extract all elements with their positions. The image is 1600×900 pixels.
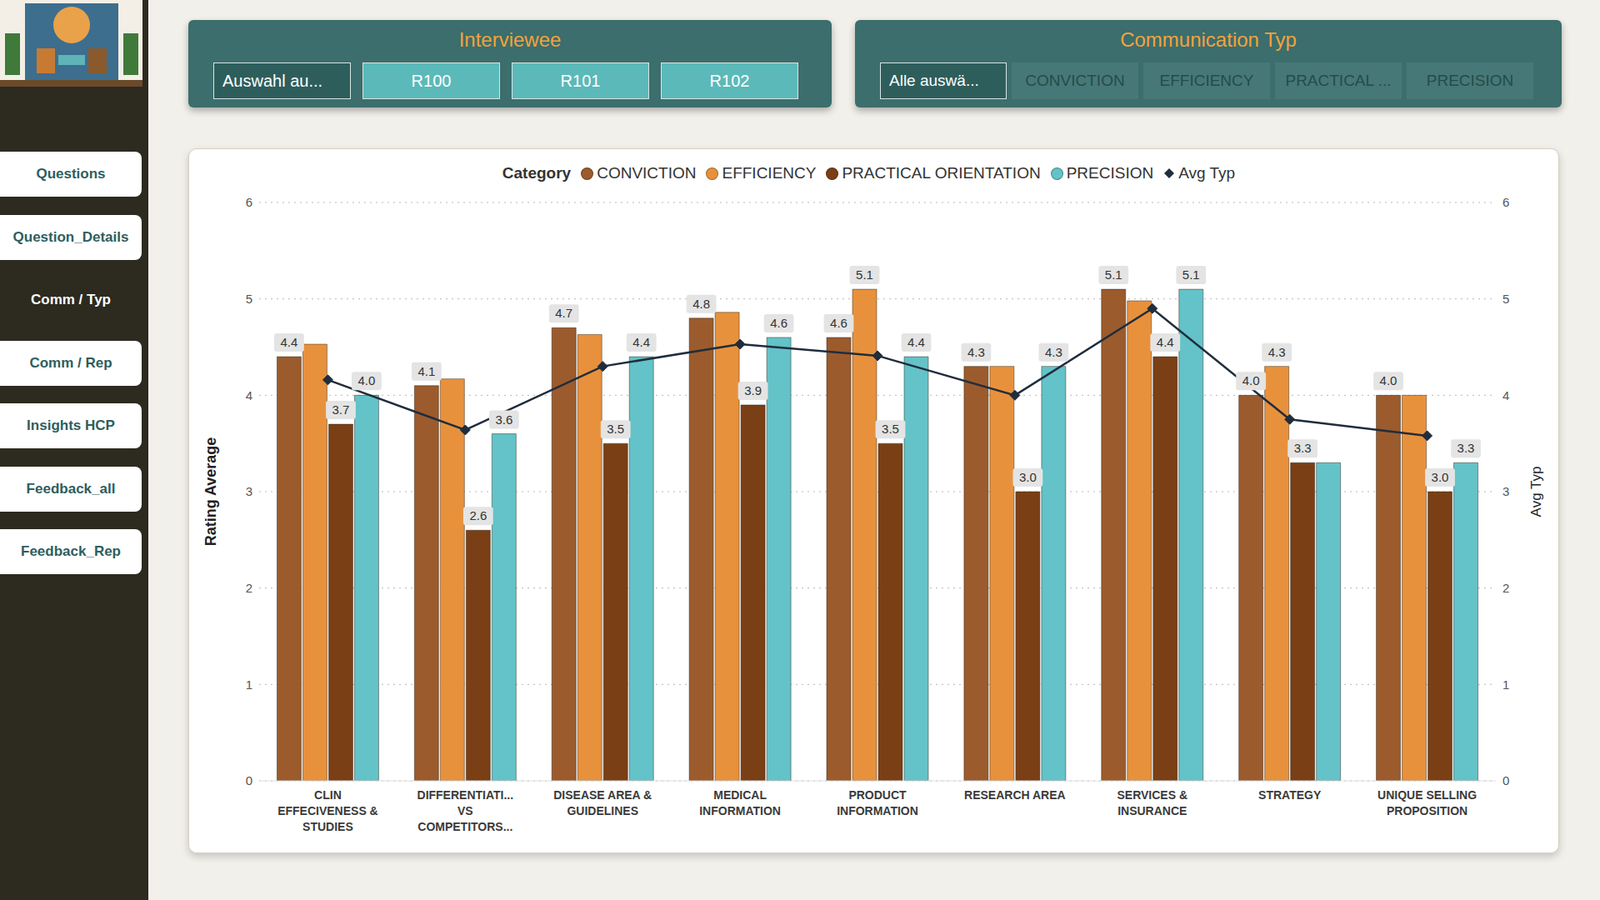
html-text:PRACTICAL ...: PRACTICAL ... — [1285, 71, 1392, 90]
svg-text:RESEARCH AREA: RESEARCH AREA — [964, 788, 1066, 802]
svg-text:6: 6 — [245, 195, 253, 210]
svg-text:4: 4 — [245, 388, 253, 403]
html-text:Auswahl au...: Auswahl au... — [222, 71, 323, 90]
svg-text:2.6: 2.6 — [469, 508, 487, 523]
svg-text:1: 1 — [1502, 677, 1510, 692]
html-text:Comm / Rep: Comm / Rep — [29, 354, 113, 371]
svg-text:6: 6 — [1502, 195, 1510, 210]
svg-text:4.6: 4.6 — [830, 315, 848, 330]
svg-text:3: 3 — [245, 484, 253, 499]
html-text:R100: R100 — [411, 71, 452, 90]
html-text:Feedback_Rep: Feedback_Rep — [20, 543, 121, 560]
html-text:PRECISION: PRECISION — [1426, 71, 1514, 90]
svg-text:Avg Typ: Avg Typ — [1528, 466, 1545, 518]
svg-text:DIFFERENTIATI...VSCOMPETITORS.: DIFFERENTIATI...VSCOMPETITORS... — [417, 788, 515, 834]
svg-text:4.6: 4.6 — [770, 315, 788, 330]
html-text:EFFICIENCY: EFFICIENCY — [722, 164, 817, 182]
svg-text:3.5: 3.5 — [606, 421, 625, 436]
svg-text:CLINEFFECIVENESS &STUDIES: CLINEFFECIVENESS &STUDIES — [277, 788, 379, 834]
svg-text:SERVICES &INSURANCE: SERVICES &INSURANCE — [1117, 788, 1189, 818]
svg-text:UNIQUE SELLINGPROPOSITION: UNIQUE SELLINGPROPOSITION — [1377, 788, 1477, 818]
svg-text:4.7: 4.7 — [555, 305, 573, 320]
svg-text:5: 5 — [1502, 291, 1510, 306]
svg-text:3.5: 3.5 — [881, 421, 900, 436]
html-text:Alle auswä...: Alle auswä... — [889, 71, 979, 90]
svg-text:1: 1 — [245, 677, 253, 692]
svg-text:PRODUCTINFORMATION: PRODUCTINFORMATION — [836, 788, 919, 818]
svg-text:5.1: 5.1 — [855, 267, 874, 282]
svg-text:6: 6 — [1502, 195, 1510, 210]
html-text:PRACTICAL ORIENTATION: PRACTICAL ORIENTATION — [842, 164, 1041, 182]
svg-text:2: 2 — [245, 580, 253, 595]
html-text:Questions: Questions — [36, 165, 106, 182]
svg-text:3.6: 3.6 — [495, 412, 513, 427]
svg-text:3.3: 3.3 — [1457, 440, 1475, 455]
svg-text:4.0: 4.0 — [1380, 373, 1398, 388]
svg-text:4: 4 — [245, 388, 253, 403]
svg-text:4.1: 4.1 — [417, 364, 435, 379]
svg-text:4.4: 4.4 — [280, 335, 299, 350]
svg-text:5.1: 5.1 — [1105, 267, 1123, 282]
svg-text:3.7: 3.7 — [332, 402, 350, 417]
svg-text:DISEASE AREA &GUIDELINES: DISEASE AREA &GUIDELINES — [553, 788, 652, 818]
html-text:EFFICIENCY: EFFICIENCY — [1159, 71, 1254, 90]
svg-text:Rating Average: Rating Average — [202, 437, 220, 547]
html-text:Feedback_all: Feedback_all — [26, 480, 116, 497]
html-text:Communication Typ: Communication Typ — [1120, 28, 1297, 51]
svg-text:1: 1 — [245, 677, 253, 692]
html-text:R101: R101 — [560, 71, 601, 90]
svg-text:4.4: 4.4 — [632, 335, 650, 350]
svg-text:3: 3 — [1502, 484, 1510, 499]
svg-text:3: 3 — [1502, 484, 1510, 499]
html-text:PRECISION: PRECISION — [1066, 164, 1154, 182]
svg-text:4.0: 4.0 — [358, 373, 376, 388]
svg-text:4: 4 — [1502, 388, 1510, 403]
html-text:Comm / Typ: Comm / Typ — [30, 291, 111, 308]
html-text:Insights HCP: Insights HCP — [26, 417, 115, 434]
svg-text:4.4: 4.4 — [907, 335, 925, 350]
svg-text:1: 1 — [1502, 677, 1510, 692]
svg-text:3.3: 3.3 — [1294, 440, 1312, 455]
html-text:R102: R102 — [709, 71, 750, 90]
svg-text:4.3: 4.3 — [967, 345, 985, 360]
svg-text:MEDICALINFORMATION: MEDICALINFORMATION — [699, 788, 781, 818]
svg-text:2: 2 — [1502, 580, 1510, 595]
svg-text:3: 3 — [245, 484, 253, 499]
svg-text:6: 6 — [245, 195, 253, 210]
svg-text:STRATEGY: STRATEGY — [1258, 788, 1322, 802]
svg-text:2: 2 — [245, 580, 253, 595]
html-text:Question_Details: Question_Details — [13, 228, 129, 245]
html-text:CONVICTION: CONVICTION — [1025, 71, 1125, 90]
svg-text:5: 5 — [1502, 291, 1510, 306]
html-text:Interviewee: Interviewee — [458, 28, 562, 51]
svg-text:4.4: 4.4 — [1156, 335, 1175, 350]
svg-text:3.9: 3.9 — [744, 383, 762, 398]
svg-text:5: 5 — [245, 291, 253, 306]
svg-text:2: 2 — [1502, 580, 1510, 595]
svg-text:5: 5 — [245, 291, 253, 306]
svg-text:3.0: 3.0 — [1019, 470, 1037, 485]
html-text:CONVICTION: CONVICTION — [596, 164, 697, 182]
svg-text:0: 0 — [1502, 773, 1510, 788]
svg-text:4.8: 4.8 — [692, 296, 710, 311]
svg-text:4: 4 — [1502, 388, 1510, 403]
svg-text:0: 0 — [1502, 773, 1510, 788]
svg-text:4.3: 4.3 — [1268, 345, 1286, 360]
svg-text:0: 0 — [245, 773, 253, 788]
svg-text:5.1: 5.1 — [1182, 267, 1200, 282]
svg-text:4.3: 4.3 — [1045, 345, 1063, 360]
html-text:Category: Category — [502, 164, 571, 182]
html-text:Avg Typ: Avg Typ — [1178, 164, 1236, 182]
svg-text:0: 0 — [245, 773, 253, 788]
svg-text:4.0: 4.0 — [1242, 373, 1260, 388]
svg-text:3.0: 3.0 — [1431, 470, 1450, 485]
